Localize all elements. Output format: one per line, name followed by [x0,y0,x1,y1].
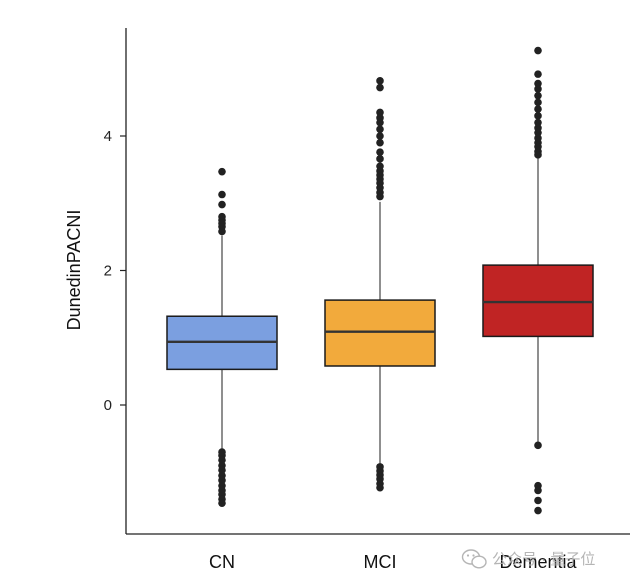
outlier-point [534,506,542,515]
outlier-point [534,105,542,113]
outlier-point [534,486,542,495]
outlier-point [376,138,384,147]
outlier-point [534,91,542,100]
iqr-box [482,264,594,338]
outlier-point [218,200,226,209]
outlier-point [376,483,384,492]
outlier-point [376,155,384,163]
outlier-point [218,499,226,507]
outlier-point [376,132,384,140]
iqr-box [324,299,436,367]
outlier-point [376,118,384,127]
outlier-point [218,456,226,464]
category-labels: CN MCI Dementia [209,552,578,572]
outlier-point [534,441,542,450]
box-mci [324,77,436,492]
y-axis-title: DunedinPACNI [64,210,84,331]
outlier-point [218,167,226,176]
outlier-point [534,70,542,78]
watermark-text: 公众号 · 量子位 [492,551,595,568]
outlier-point [376,148,384,156]
outlier-point [534,496,542,505]
y-tick-label: 2 [104,263,112,280]
box-group [166,46,594,515]
outlier-point [534,85,542,93]
outlier-point [218,476,226,485]
outlier-point [376,77,384,85]
outlier-point [534,112,542,120]
outlier-point [376,192,384,201]
y-tick-label: 4 [104,128,112,145]
outlier-point [376,83,384,92]
wechat-icon [461,549,487,569]
outlier-point [534,128,542,137]
watermark: 公众号 · 量子位 [461,549,595,569]
outlier-point [218,466,226,475]
x-tick-label: Dementia [499,552,577,572]
outlier-point [376,108,384,117]
outlier-point [534,118,542,127]
outlier-point [376,125,384,134]
outlier-point [534,79,542,88]
outlier-point [218,190,226,199]
outlier-point [534,98,542,107]
outlier-point [534,46,542,55]
outlier-point [218,227,226,236]
outlier-point [534,151,542,159]
box-dementia [482,46,594,515]
x-tick-label: MCI [364,552,397,572]
axes: 0 2 4 [104,28,630,535]
y-tick-label: 0 [104,397,112,414]
box-cn [166,167,278,507]
x-tick-label: CN [209,552,235,572]
